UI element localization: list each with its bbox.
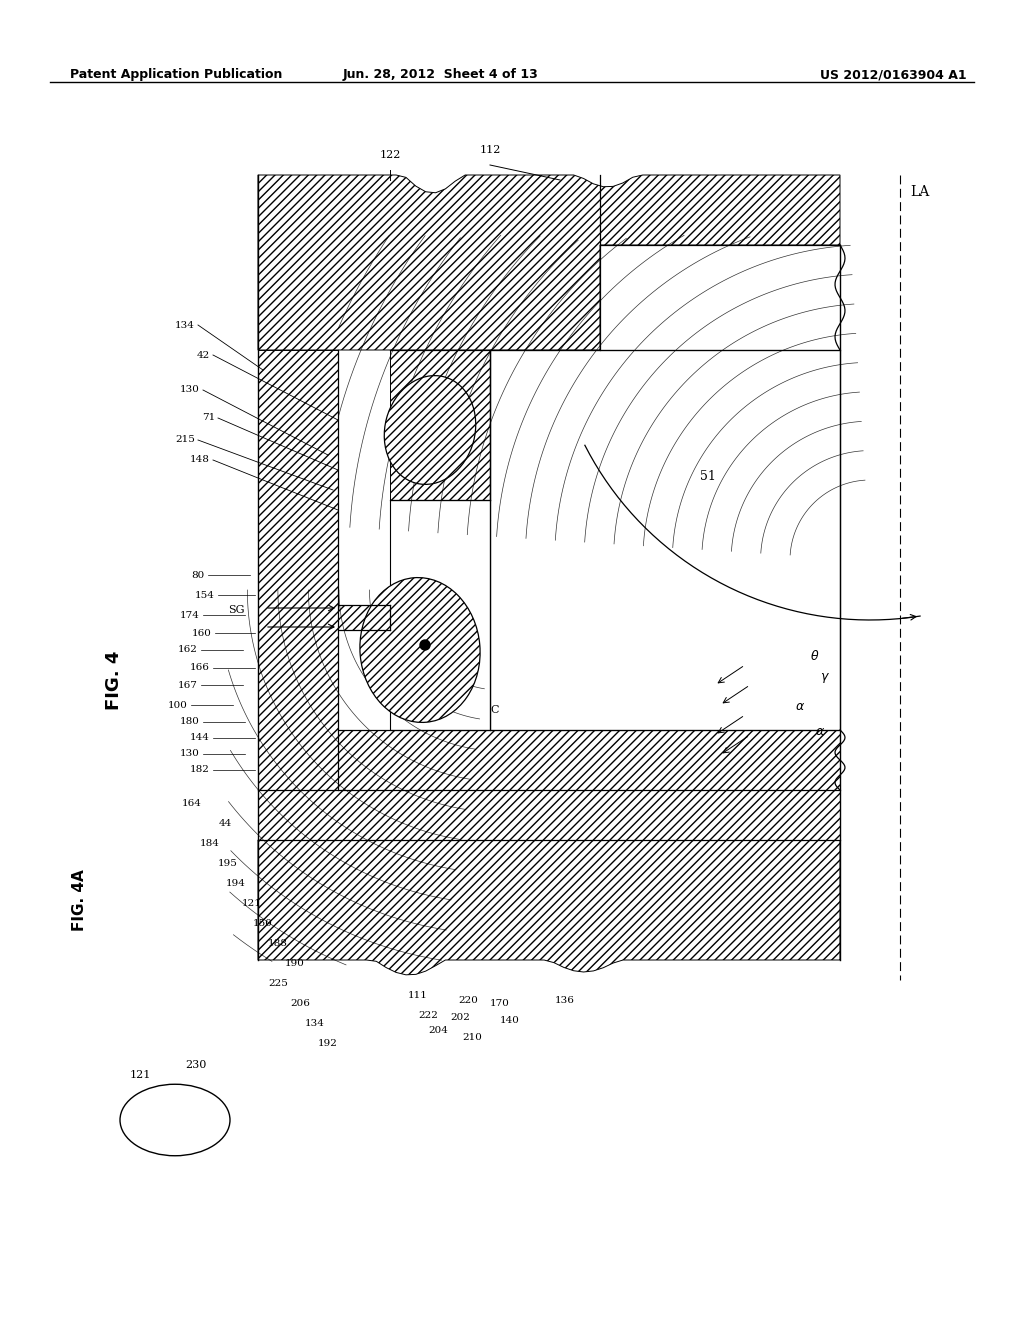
Text: 100: 100	[168, 701, 188, 710]
Text: 206: 206	[290, 999, 310, 1008]
Polygon shape	[390, 350, 490, 500]
Text: 154: 154	[196, 590, 215, 599]
Circle shape	[420, 640, 430, 649]
Polygon shape	[258, 789, 840, 840]
Text: 167: 167	[178, 681, 198, 689]
Text: 210: 210	[462, 1034, 482, 1041]
Text: 190: 190	[285, 960, 305, 968]
Text: D: D	[395, 635, 403, 645]
Text: 148: 148	[190, 455, 210, 465]
Text: 44: 44	[218, 818, 231, 828]
Polygon shape	[258, 350, 390, 789]
Text: 111: 111	[408, 991, 428, 1001]
Text: 51: 51	[700, 470, 716, 483]
Text: 164: 164	[182, 799, 202, 808]
Text: FIG. 4: FIG. 4	[105, 651, 123, 710]
Ellipse shape	[359, 578, 480, 722]
Text: LA: LA	[910, 185, 929, 199]
Text: US 2012/0163904 A1: US 2012/0163904 A1	[820, 69, 967, 81]
Text: 160: 160	[193, 628, 212, 638]
Ellipse shape	[384, 376, 476, 484]
Text: $\alpha$: $\alpha$	[815, 725, 825, 738]
Text: 174: 174	[180, 610, 200, 619]
Text: 195: 195	[218, 859, 238, 869]
Text: 194: 194	[226, 879, 246, 888]
Text: 222: 222	[418, 1011, 438, 1020]
Text: $\alpha$: $\alpha$	[795, 700, 805, 713]
Text: Jun. 28, 2012  Sheet 4 of 13: Jun. 28, 2012 Sheet 4 of 13	[342, 69, 538, 81]
Text: 134: 134	[175, 321, 195, 330]
Text: 166: 166	[190, 664, 210, 672]
Polygon shape	[490, 350, 840, 730]
Text: 230: 230	[185, 1060, 207, 1071]
Text: $\gamma$: $\gamma$	[820, 671, 829, 685]
Text: 170: 170	[490, 999, 510, 1008]
Text: R: R	[156, 1114, 165, 1126]
Text: 184: 184	[200, 840, 220, 847]
Text: 134: 134	[305, 1019, 325, 1028]
Text: 121: 121	[130, 1071, 152, 1080]
Text: 112: 112	[479, 145, 501, 154]
Text: 204: 204	[428, 1026, 447, 1035]
Text: $\theta$: $\theta$	[810, 649, 819, 663]
Text: SG: SG	[228, 605, 245, 615]
Text: 188: 188	[268, 939, 288, 948]
Text: 215: 215	[175, 436, 195, 445]
Text: 136: 136	[555, 997, 574, 1005]
Text: 192: 192	[318, 1039, 338, 1048]
Text: 150: 150	[253, 919, 273, 928]
Text: C: C	[490, 705, 499, 715]
Polygon shape	[338, 730, 840, 789]
Polygon shape	[390, 500, 490, 730]
Text: 220: 220	[458, 997, 478, 1005]
Text: FIG. 4A: FIG. 4A	[72, 869, 87, 931]
Text: 144: 144	[190, 734, 210, 742]
Text: 162: 162	[178, 645, 198, 655]
Text: 130: 130	[180, 750, 200, 759]
Text: 180: 180	[180, 718, 200, 726]
Text: 130: 130	[180, 385, 200, 395]
Text: Patent Application Publication: Patent Application Publication	[70, 69, 283, 81]
Text: 71: 71	[202, 413, 215, 422]
Polygon shape	[258, 176, 840, 350]
Text: 121: 121	[242, 899, 262, 908]
Text: 202: 202	[451, 1012, 470, 1022]
Text: 80: 80	[191, 570, 205, 579]
Text: 122: 122	[379, 150, 400, 160]
Text: 42: 42	[197, 351, 210, 359]
Ellipse shape	[120, 1084, 230, 1156]
Text: ET: ET	[406, 585, 421, 595]
Polygon shape	[258, 840, 840, 975]
Text: 182: 182	[190, 766, 210, 775]
Text: 140: 140	[500, 1016, 520, 1026]
Text: 225: 225	[268, 979, 288, 987]
